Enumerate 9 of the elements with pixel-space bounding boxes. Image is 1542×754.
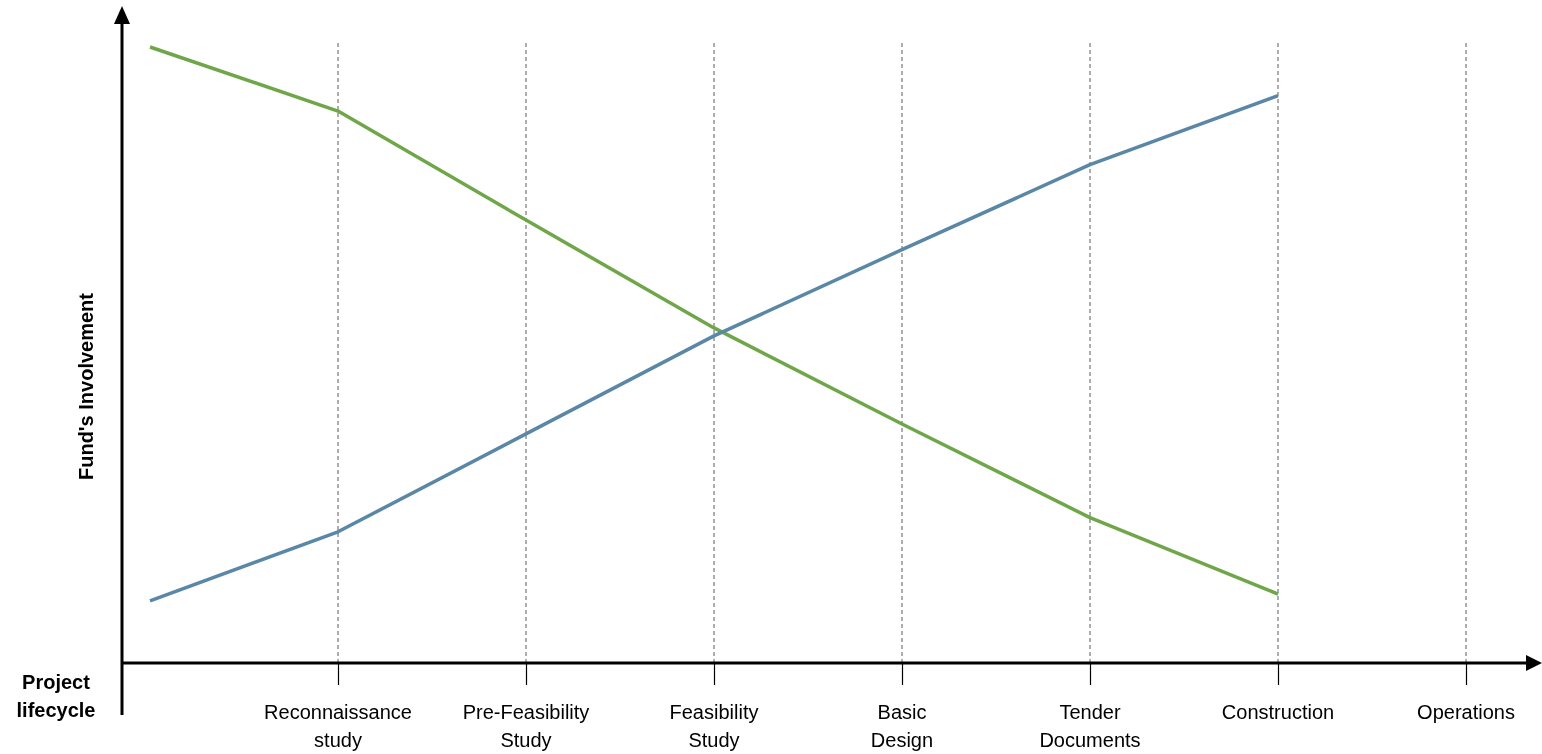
- x-tick-label: Feasibility Study: [669, 701, 759, 751]
- x-tick-label: Reconnaissance study: [264, 701, 412, 751]
- x-tick-label: Tender Documents: [1039, 701, 1141, 751]
- x-tick-label: Operations: [1417, 701, 1515, 723]
- x-tick-label: Pre-Feasibility Study: [462, 701, 590, 751]
- y-axis-title: Fund's Involvement: [75, 292, 97, 481]
- x-tick-label: Basic Design: [870, 701, 934, 751]
- x-tick-label: Construction: [1221, 701, 1335, 723]
- x-axis-title: Project lifecycle: [16, 671, 96, 721]
